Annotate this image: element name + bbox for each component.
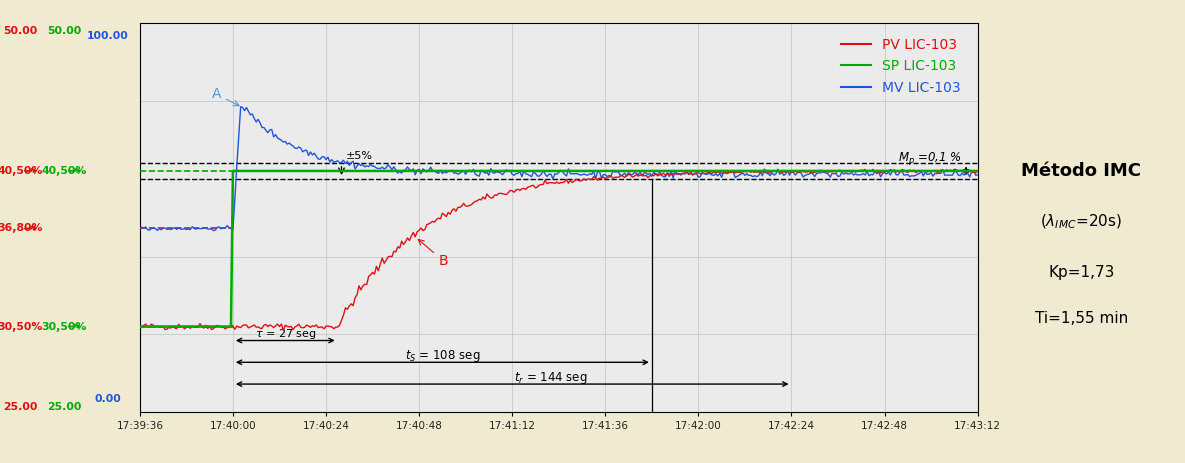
Text: 50.00: 50.00	[47, 26, 81, 36]
Text: 50.00: 50.00	[4, 26, 37, 36]
Text: $M_p$ =0,1 %: $M_p$ =0,1 %	[898, 150, 962, 167]
Text: 40,50%: 40,50%	[0, 166, 43, 176]
Text: Kp=1,73: Kp=1,73	[1048, 264, 1115, 280]
Text: 25.00: 25.00	[2, 402, 38, 413]
Text: 36,80%: 36,80%	[0, 224, 43, 233]
Text: $t_S$ = 108 seg: $t_S$ = 108 seg	[404, 348, 480, 364]
Text: ($\lambda_{IMC}$=20s): ($\lambda_{IMC}$=20s)	[1040, 213, 1122, 231]
Text: Ti=1,55 min: Ti=1,55 min	[1035, 311, 1128, 326]
Text: 30,50%: 30,50%	[41, 321, 87, 332]
Text: 25.00: 25.00	[46, 402, 82, 413]
Text: A: A	[212, 87, 239, 106]
Text: $t_r$ = 144 seg: $t_r$ = 144 seg	[514, 370, 588, 386]
Text: 40,50%: 40,50%	[41, 166, 87, 176]
Legend: PV LIC-103, SP LIC-103, MV LIC-103: PV LIC-103, SP LIC-103, MV LIC-103	[835, 32, 967, 100]
Text: 30,50%: 30,50%	[0, 321, 43, 332]
Text: ±5%: ±5%	[345, 151, 372, 161]
Text: B: B	[418, 239, 448, 268]
Text: 0.00: 0.00	[95, 394, 121, 404]
Text: Método IMC: Método IMC	[1021, 162, 1141, 180]
Text: 100.00: 100.00	[87, 31, 129, 41]
Text: $\tau$ = 27 seg: $\tau$ = 27 seg	[255, 327, 316, 341]
